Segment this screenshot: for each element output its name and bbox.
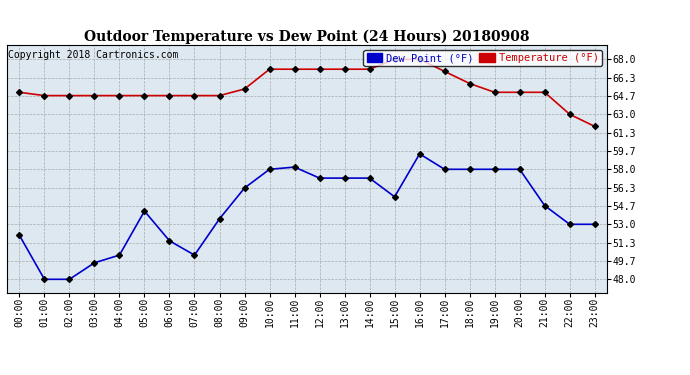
Legend: Dew Point (°F), Temperature (°F): Dew Point (°F), Temperature (°F): [364, 50, 602, 66]
Text: Copyright 2018 Cartronics.com: Copyright 2018 Cartronics.com: [8, 50, 179, 60]
Title: Outdoor Temperature vs Dew Point (24 Hours) 20180908: Outdoor Temperature vs Dew Point (24 Hou…: [84, 30, 530, 44]
